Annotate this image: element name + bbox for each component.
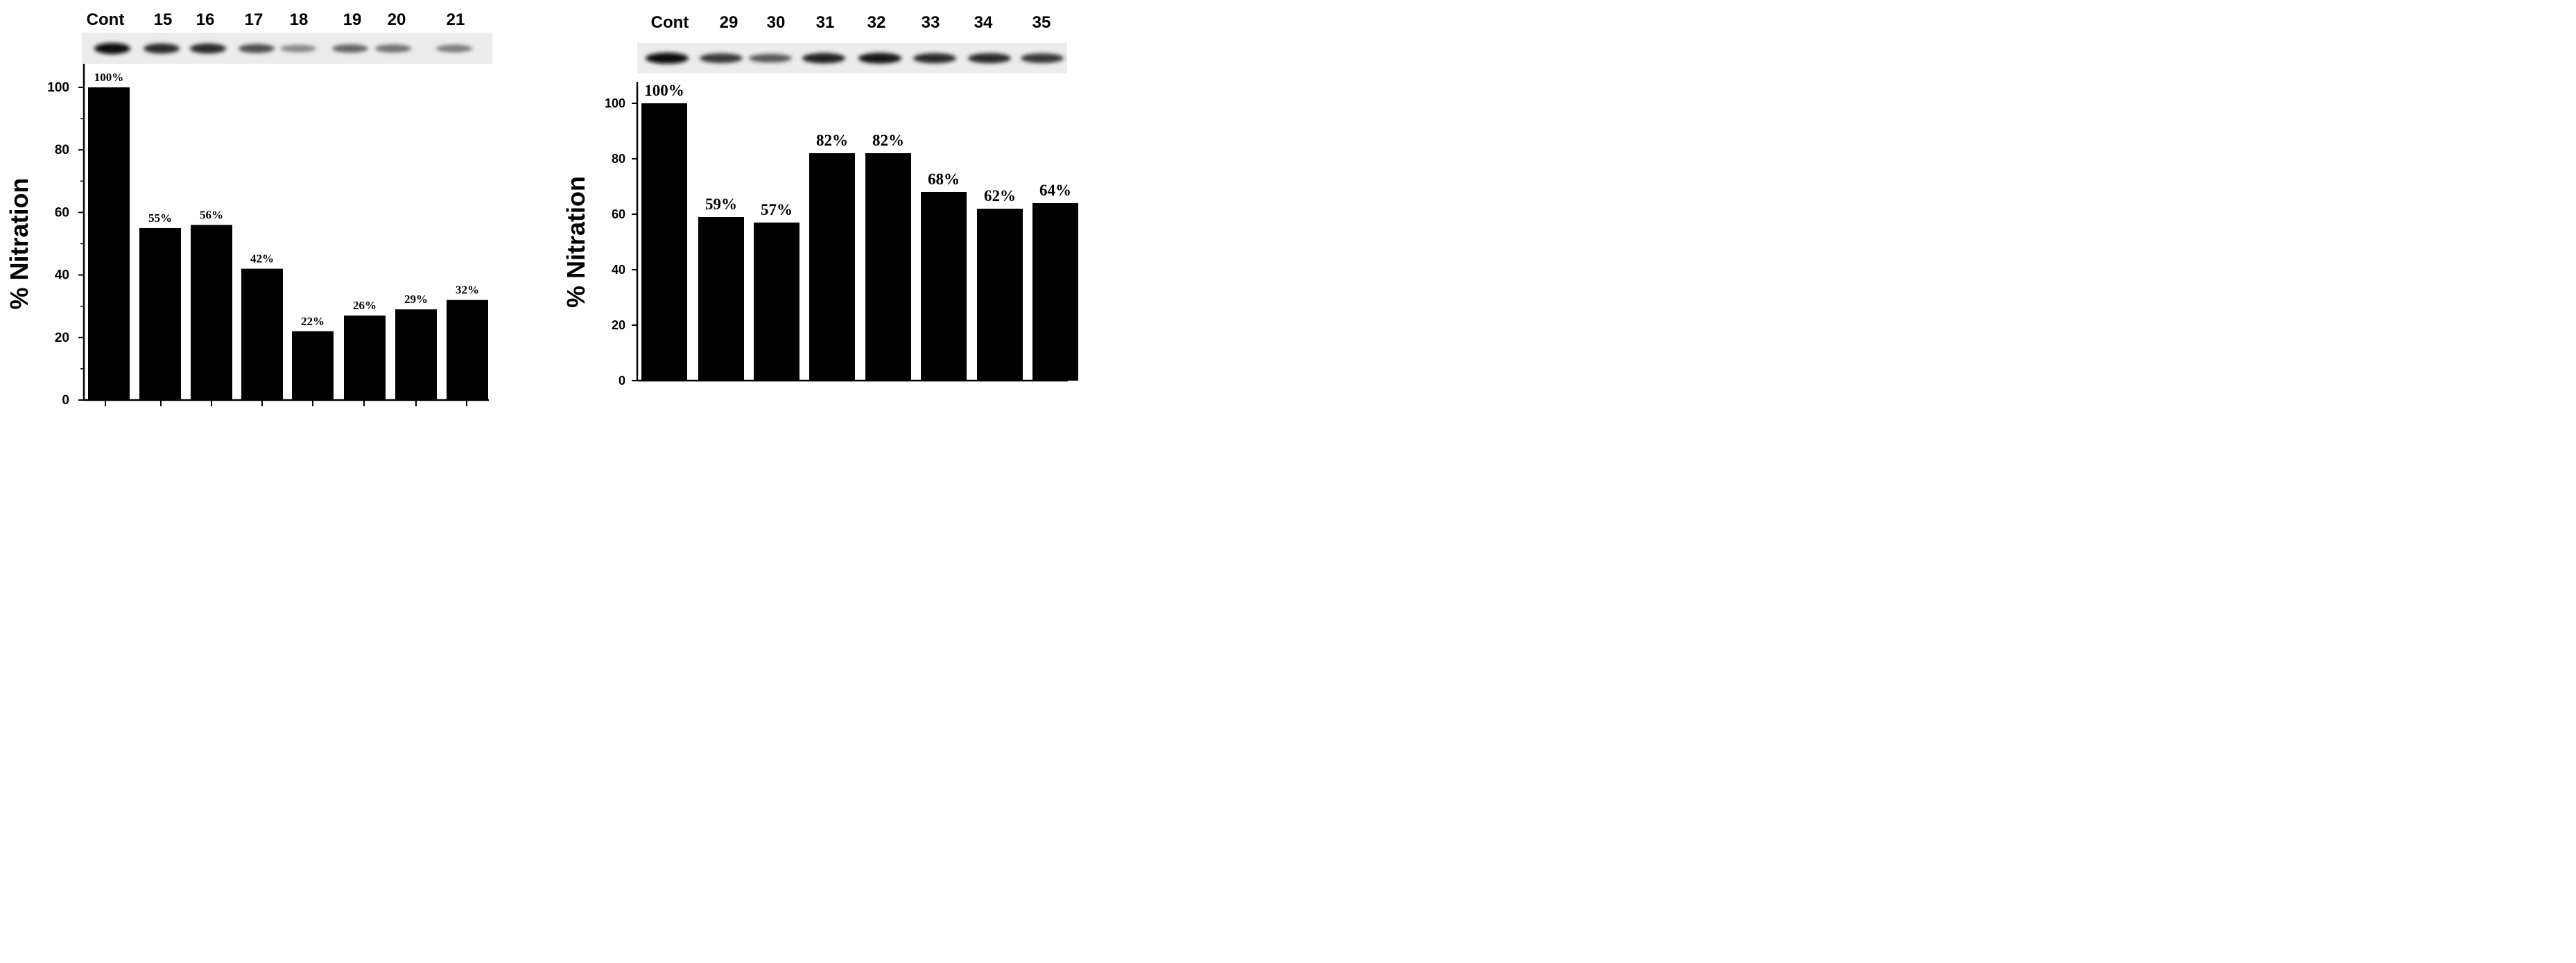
left-panel: Cont 15 16 17 18 19 20 21 0 20 40 60 80 100 % Nitratio… (5, 10, 492, 406)
blot-band-21 (436, 44, 472, 53)
blot-band-17 (239, 44, 275, 53)
data-label-Cont: 100% (94, 71, 124, 84)
lane-label-31: 31 (816, 13, 835, 32)
lane-label-17: 17 (245, 10, 263, 29)
blot-band-35 (1021, 53, 1064, 63)
data-label-31: 82% (816, 132, 848, 149)
y-tick-label-100: 100 (47, 80, 69, 95)
bar-17 (241, 268, 283, 400)
y-tick-label-20: 20 (55, 331, 69, 345)
y-axis-label: % Nitration (5, 177, 33, 309)
bar-18 (292, 331, 334, 400)
lane-label-34: 34 (974, 13, 993, 32)
data-label-34: 62% (984, 187, 1016, 205)
lane-label-32: 32 (867, 13, 886, 32)
data-label-16: 56% (200, 208, 223, 221)
blot-band-19 (332, 44, 368, 53)
lane-label-19: 19 (343, 10, 362, 29)
blot-band-16 (190, 43, 226, 54)
bar-32 (865, 153, 911, 381)
lane-label-30: 30 (767, 13, 786, 32)
data-label-35: 64% (1039, 182, 1071, 199)
y-tick-label-80: 80 (612, 152, 625, 166)
lane-label-18: 18 (290, 10, 309, 29)
bar-20 (395, 309, 437, 400)
bar-30 (754, 223, 799, 381)
bar-34 (977, 209, 1023, 381)
lane-label-20: 20 (388, 10, 406, 29)
bar-16 (191, 225, 232, 400)
data-label-30: 57% (761, 201, 793, 218)
bar-21 (447, 300, 488, 400)
y-tick-label-80: 80 (55, 143, 69, 157)
data-label-33: 68% (928, 171, 960, 188)
y-tick-label-40: 40 (55, 268, 69, 283)
lane-label-15: 15 (154, 10, 173, 29)
data-label-17: 42% (250, 252, 274, 266)
y-tick-label-0: 0 (62, 393, 69, 406)
blot-band-33 (913, 53, 956, 64)
bar-Cont (88, 87, 130, 400)
bar-Cont (641, 103, 687, 381)
bar-33 (921, 192, 967, 381)
lane-label-33: 33 (922, 13, 940, 32)
blot-band-20 (375, 44, 411, 53)
bar-15 (139, 227, 181, 400)
data-label-18: 22% (301, 315, 325, 328)
blot-band-31 (802, 53, 845, 64)
y-tick-label-60: 60 (55, 205, 69, 220)
western-blot-strip (637, 43, 1067, 73)
figure-canvas: Cont 15 16 17 18 19 20 21 0 20 40 60 80 100 % Nitratio… (5, 10, 1078, 406)
bar-31 (809, 153, 855, 381)
data-label-15: 55% (148, 211, 172, 225)
bar-35 (1032, 203, 1078, 381)
lane-label-29: 29 (720, 13, 738, 32)
blot-band-30 (749, 53, 792, 63)
blot-band-29 (700, 53, 743, 63)
y-axis-label: % Nitration (562, 176, 590, 308)
lane-label-16: 16 (196, 10, 215, 29)
right-panel: Cont 29 30 31 32 33 34 35 0 20 40 60 80 100 % Nitratio… (562, 13, 1078, 388)
data-label-32: 82% (872, 132, 904, 149)
y-tick-label-20: 20 (612, 318, 625, 332)
blot-band-15 (144, 43, 180, 54)
data-label-19: 26% (353, 299, 377, 312)
bar-19 (344, 315, 386, 400)
blot-band-Cont (94, 43, 130, 54)
blot-band-18 (280, 44, 316, 53)
y-tick-label-60: 60 (612, 207, 625, 221)
bar-29 (698, 217, 744, 381)
lane-label-35: 35 (1032, 13, 1051, 32)
y-tick-label-0: 0 (619, 374, 625, 388)
lane-label-21: 21 (447, 10, 465, 29)
lane-label-Cont: Cont (87, 10, 125, 29)
data-label-Cont: 100% (644, 82, 684, 99)
data-label-20: 29% (404, 293, 428, 306)
lane-label-Cont: Cont (651, 13, 689, 32)
blot-band-Cont (646, 53, 689, 64)
western-blot-strip (82, 33, 492, 64)
data-label-29: 59% (705, 196, 737, 213)
data-label-21: 32% (456, 284, 479, 297)
y-tick-label-40: 40 (612, 263, 625, 277)
blot-band-32 (858, 53, 901, 64)
y-tick-label-100: 100 (605, 96, 625, 110)
blot-band-34 (968, 53, 1011, 64)
